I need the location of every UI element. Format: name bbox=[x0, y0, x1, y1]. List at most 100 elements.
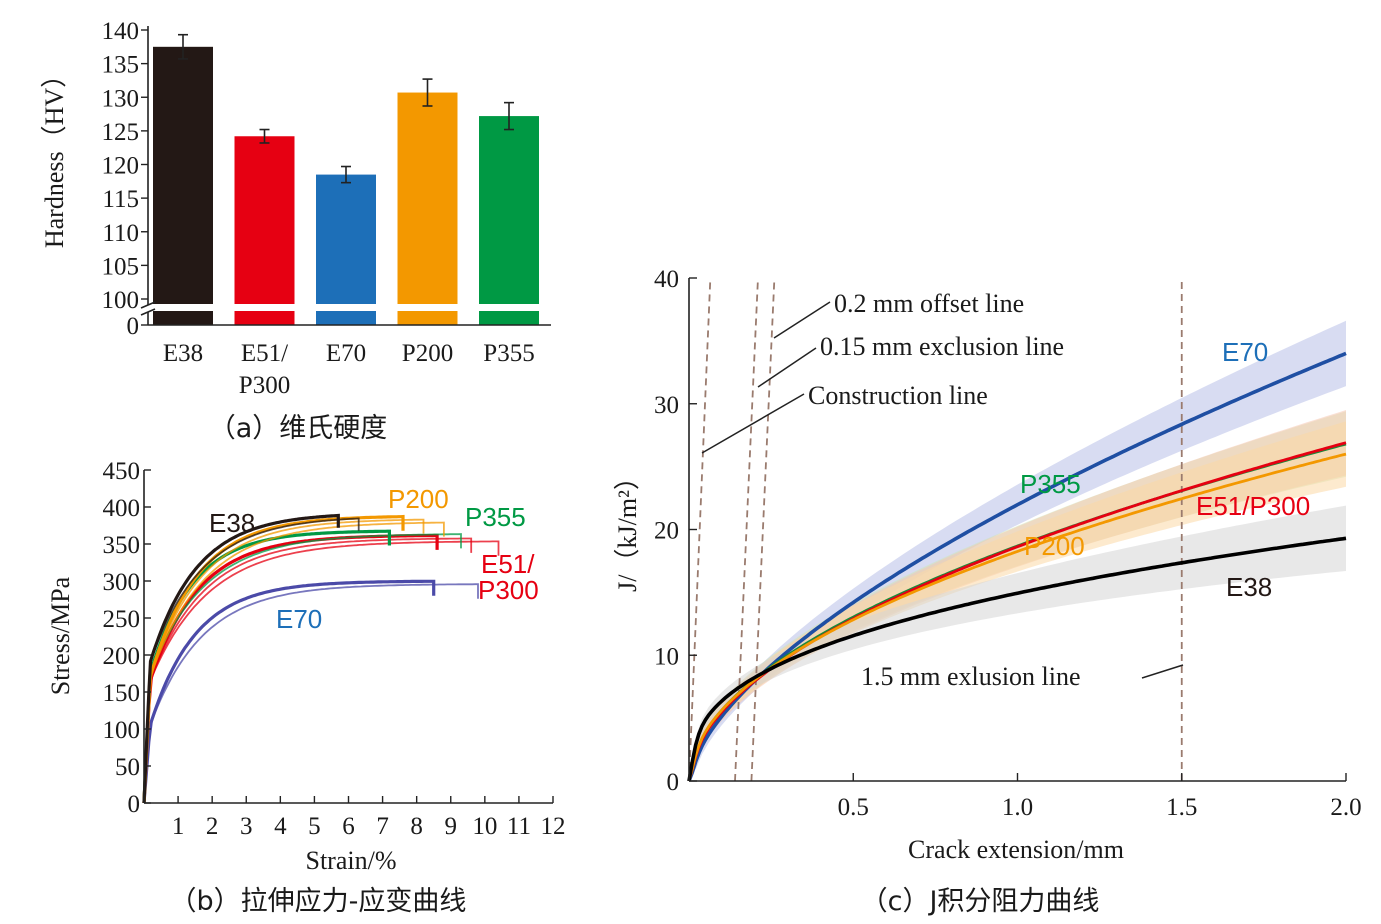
hardness-bars bbox=[150, 33, 550, 325]
y-tick-label: 0 bbox=[127, 313, 140, 340]
j-y-axis-label: J/（kJ/m²） bbox=[613, 464, 642, 592]
x-tick-label: 8 bbox=[410, 813, 423, 840]
x-tick-label: 2.0 bbox=[1330, 794, 1361, 821]
y-tick-label: 140 bbox=[102, 18, 140, 45]
label-e51-b-line1: E51/ bbox=[481, 549, 535, 579]
label-p200-b: P200 bbox=[388, 484, 449, 514]
curve-e70 bbox=[142, 579, 436, 804]
category-label: P200 bbox=[402, 340, 453, 367]
x-tick-label: 1 bbox=[172, 813, 185, 840]
y-tick-label: 0 bbox=[128, 791, 141, 818]
x-tick-label: 6 bbox=[342, 813, 355, 840]
x-tick-label: 12 bbox=[541, 813, 566, 840]
curve-p200 bbox=[687, 452, 1347, 782]
j-reference-lines bbox=[688, 277, 1184, 782]
j-resistance-chart: 40 30 20 10 0 0.5 1.0 1.5 2.0 J/（kJ/m²） Crack ex… bbox=[613, 266, 1362, 917]
hardness-y-axis-label: Hardness（HV） bbox=[40, 62, 69, 248]
label-e51-b-line2: P300 bbox=[478, 575, 539, 605]
y-tick-label: 200 bbox=[103, 643, 141, 670]
offset-line-label: 0.2 mm offset line bbox=[834, 289, 1024, 318]
curve-e38 bbox=[143, 517, 360, 804]
j-axes: 40 30 20 10 0 0.5 1.0 1.5 2.0 bbox=[654, 266, 1362, 821]
y-tick-label: 20 bbox=[654, 518, 679, 545]
y-tick-label: 10 bbox=[654, 643, 679, 670]
y-tick-label: 350 bbox=[103, 532, 141, 559]
bar-p355 bbox=[479, 116, 539, 325]
category-label: P355 bbox=[483, 340, 534, 367]
label-e38-b: E38 bbox=[209, 508, 255, 538]
x-tick-label: 1.5 bbox=[1166, 794, 1197, 821]
leader-offset bbox=[773, 301, 831, 339]
bar-e51 bbox=[234, 136, 295, 325]
category-label: P300 bbox=[239, 372, 290, 399]
x-tick-label: 2 bbox=[206, 813, 219, 840]
strain-axis-label: Strain/% bbox=[306, 846, 397, 875]
label-p200-c: P200 bbox=[1024, 531, 1085, 561]
y-tick-label: 50 bbox=[115, 754, 140, 781]
curve-p200 bbox=[143, 518, 425, 804]
y-tick-label: 135 bbox=[102, 52, 140, 79]
stress-axis-label: Stress/MPa bbox=[46, 576, 75, 695]
category-label: E70 bbox=[326, 340, 366, 367]
y-tick-label: 150 bbox=[103, 680, 141, 707]
exclusion-015-label: 0.15 mm exclusion line bbox=[820, 332, 1064, 361]
label-p355-c: P355 bbox=[1020, 469, 1081, 499]
y-tick-label: 105 bbox=[102, 253, 140, 280]
y-tick-label: 110 bbox=[102, 220, 139, 247]
label-e51-c: E51/P300 bbox=[1196, 491, 1310, 521]
stress-strain-curves bbox=[142, 513, 500, 804]
break-mark bbox=[140, 301, 156, 309]
break-mark bbox=[140, 308, 156, 316]
curve-p200 bbox=[142, 514, 405, 804]
construction-line-label: Construction line bbox=[808, 381, 988, 410]
category-label: E38 bbox=[163, 340, 203, 367]
x-tick-label: 1.0 bbox=[1002, 794, 1033, 821]
label-e70-b: E70 bbox=[276, 604, 322, 634]
curve-e51p300 bbox=[143, 540, 500, 804]
y-tick-label: 40 bbox=[654, 266, 679, 293]
reference-line bbox=[750, 277, 776, 782]
leader-exclusion bbox=[757, 347, 817, 388]
axis-break-band bbox=[150, 304, 550, 311]
leader-construction bbox=[701, 393, 805, 454]
curve-e51p300 bbox=[143, 537, 473, 804]
x-tick-label: 5 bbox=[308, 813, 321, 840]
x-tick-label: 7 bbox=[376, 813, 389, 840]
hardness-category-labels: E38 E51/P300 E70 P200 P355 bbox=[163, 340, 535, 399]
caption-a: （a）维氏硬度 bbox=[209, 413, 388, 444]
curve-e70 bbox=[143, 583, 479, 804]
category-label: E51/ bbox=[241, 340, 288, 367]
x-tick-label: 9 bbox=[445, 813, 458, 840]
curve-e51p300 bbox=[142, 533, 439, 804]
bar-e38 bbox=[153, 46, 213, 325]
exclusion-15-label: 1.5 mm exlusion line bbox=[861, 662, 1081, 691]
label-p355-b: P355 bbox=[465, 502, 526, 532]
x-tick-label: 4 bbox=[274, 813, 287, 840]
crack-extension-axis-label: Crack extension/mm bbox=[908, 835, 1124, 864]
curve-p200 bbox=[143, 521, 445, 804]
j-curves bbox=[687, 351, 1347, 782]
curve-e38 bbox=[687, 536, 1347, 782]
x-tick-label: 0.5 bbox=[838, 794, 869, 821]
y-tick-label: 115 bbox=[102, 186, 139, 213]
curve-p355 bbox=[143, 533, 462, 804]
caption-c: （c）J积分阻力曲线 bbox=[861, 886, 1100, 917]
band-p200 bbox=[695, 421, 1346, 764]
y-tick-label: 100 bbox=[103, 717, 141, 744]
leader-exclusion-15 bbox=[1141, 664, 1184, 679]
curve-p355 bbox=[142, 529, 391, 804]
y-tick-label: 400 bbox=[103, 495, 141, 522]
x-tick-label: 11 bbox=[507, 813, 531, 840]
caption-b: （b）拉伸应力-应变曲线 bbox=[170, 886, 467, 917]
y-tick-label: 130 bbox=[102, 85, 140, 112]
label-e70-c: E70 bbox=[1222, 337, 1268, 367]
y-tick-label: 450 bbox=[103, 458, 141, 485]
y-tick-label: 300 bbox=[103, 569, 141, 596]
label-e38-c: E38 bbox=[1226, 572, 1272, 602]
y-tick-label: 0 bbox=[667, 769, 680, 796]
x-tick-label: 3 bbox=[240, 813, 253, 840]
y-tick-label: 125 bbox=[102, 119, 140, 146]
